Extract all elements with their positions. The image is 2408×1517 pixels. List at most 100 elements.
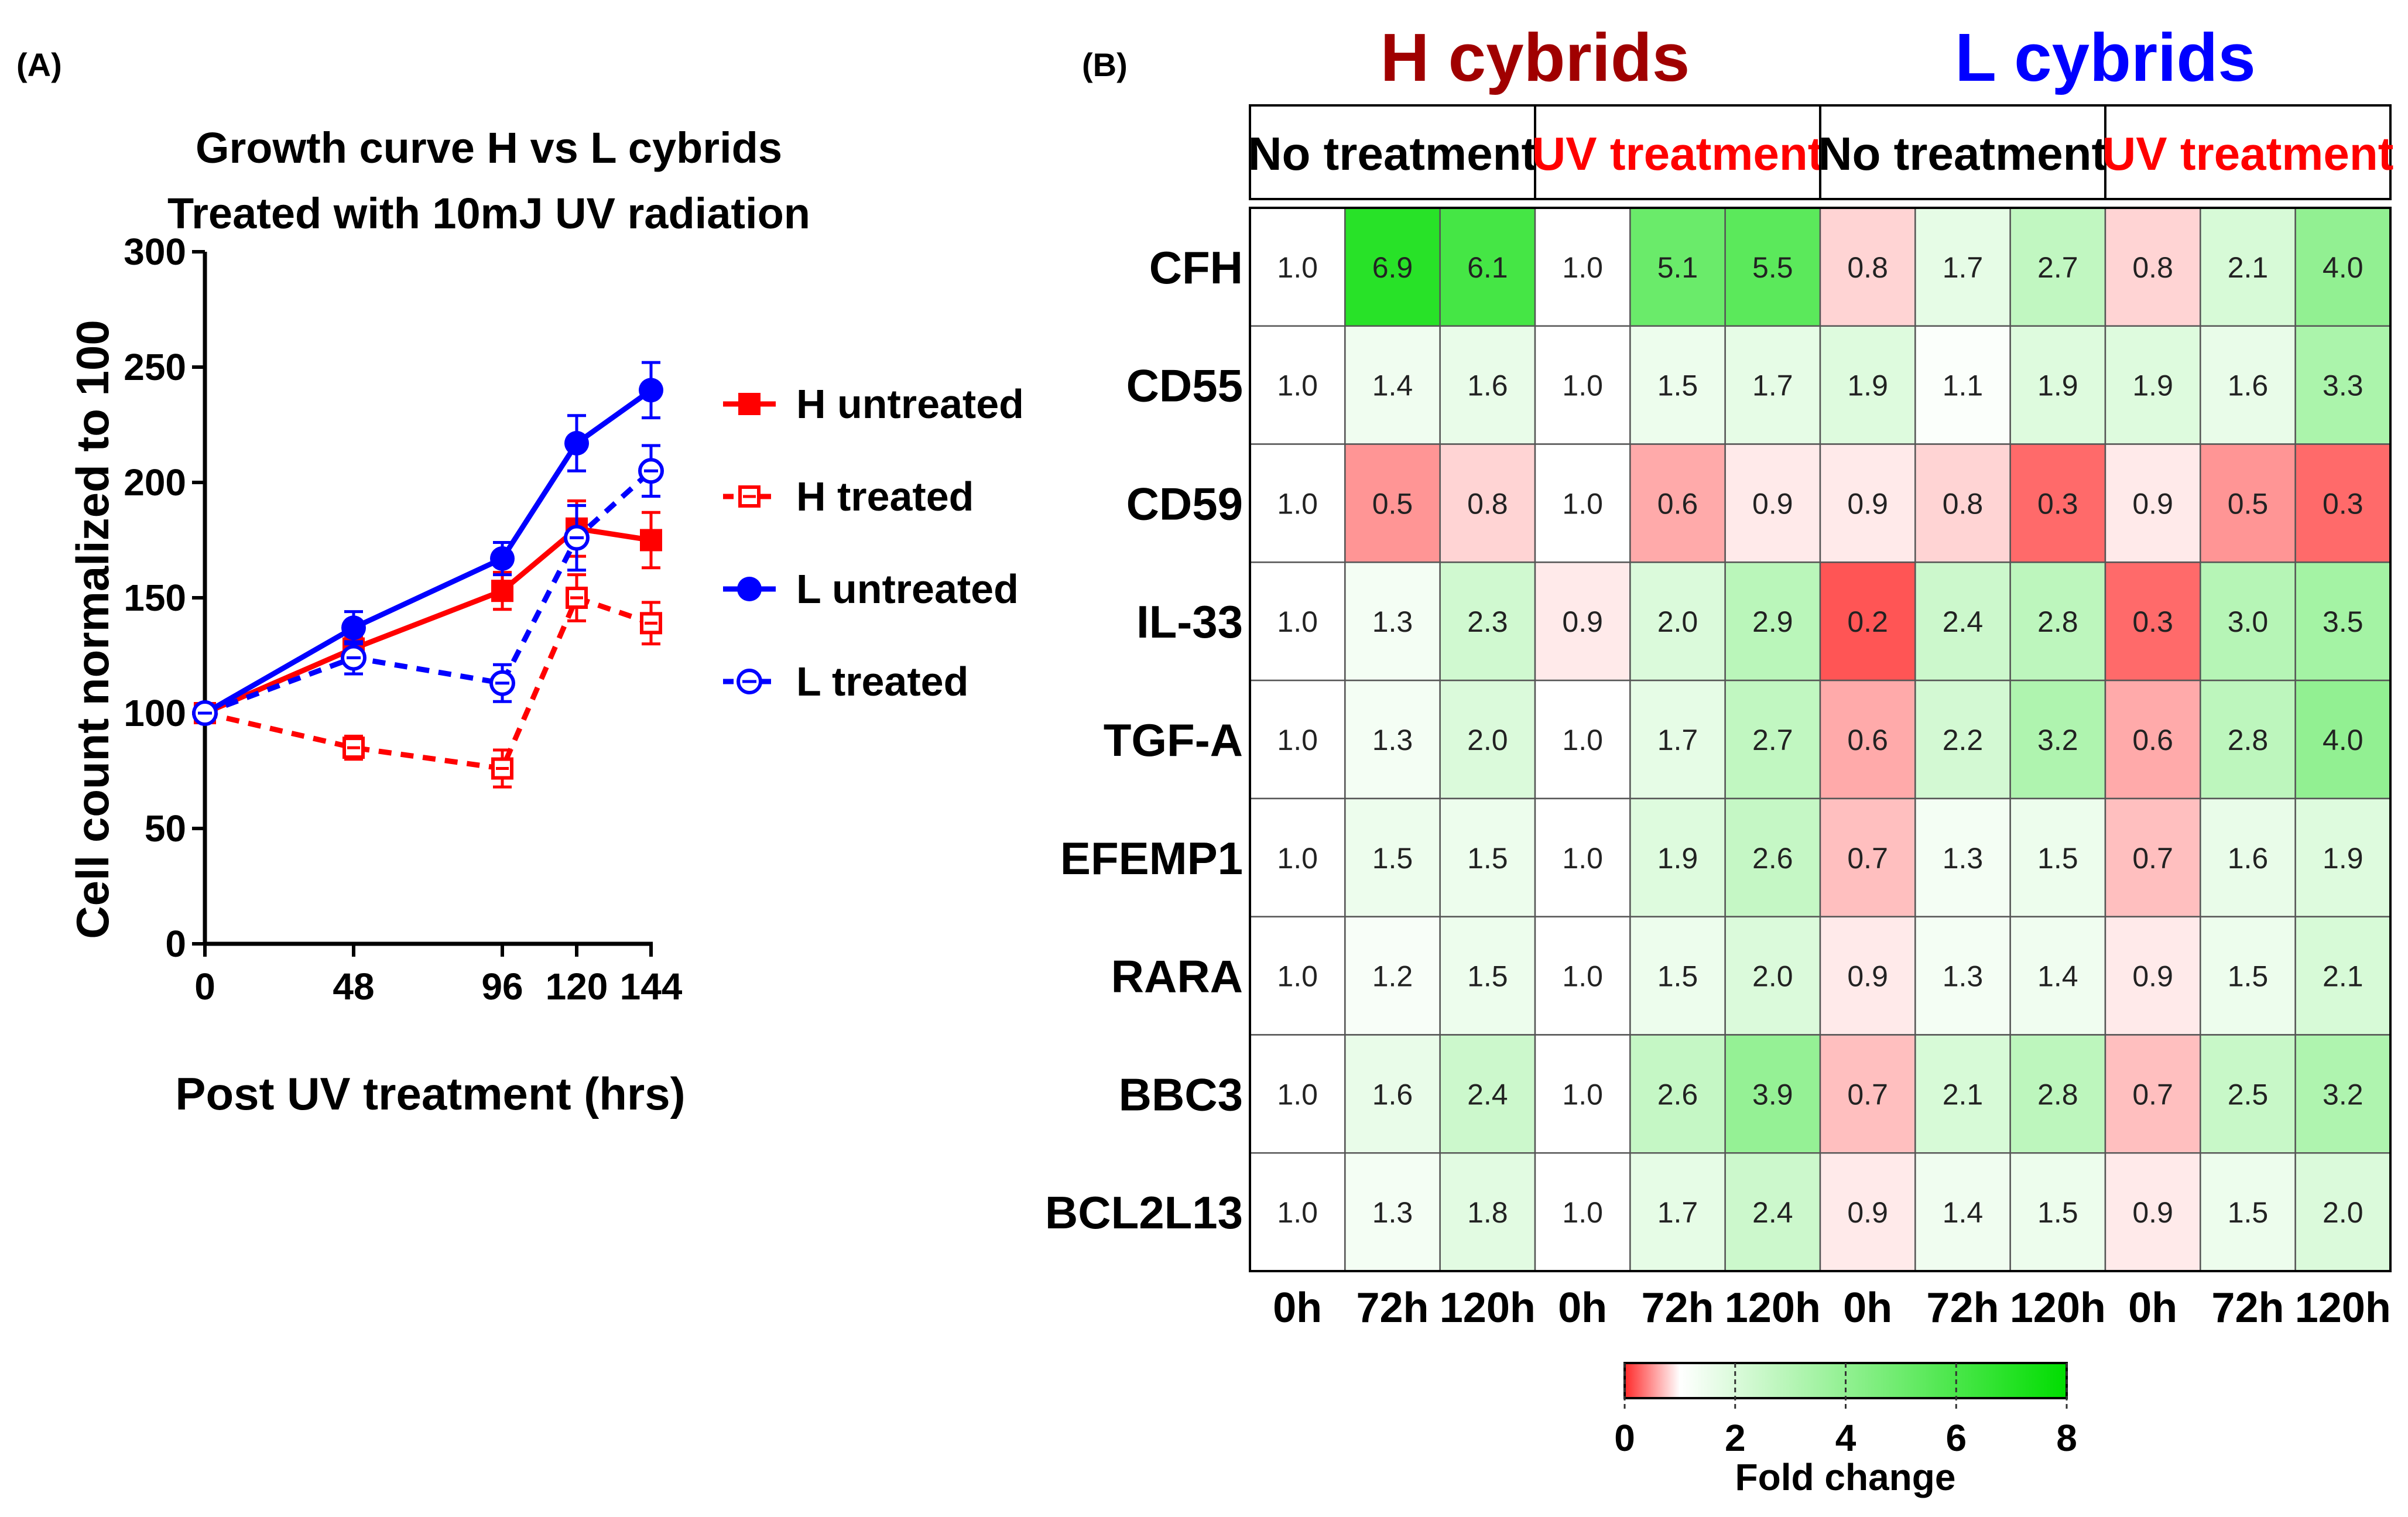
heatmap-cell [2104,1034,2201,1154]
heatmap-cell [1629,1034,1726,1154]
heatmap-cell [1914,325,2011,445]
heatmap-cell [1819,1152,1916,1272]
column-label: 120h [2295,1285,2391,1331]
heatmap-cell-value: 0.8 [1943,487,1984,520]
x-tick-label: 144 [620,965,683,1008]
heatmap-cell [2200,1034,2296,1154]
row-label: CFH [1149,242,1243,293]
heatmap-cell-value: 1.5 [1467,960,1508,993]
colorbar-tick-label: 0 [1614,1417,1635,1459]
heatmap-cell-value: 1.3 [1372,724,1413,756]
heatmap-cell-value: 1.6 [1372,1078,1413,1111]
heatmap-cell [2104,443,2201,563]
heatmap-cell-value: 1.3 [1943,842,1984,875]
heatmap-cell [1819,207,1916,327]
series-h-treated [194,573,662,789]
heatmap-cell-value: 0.7 [2132,1078,2173,1111]
heatmap-cell [1344,679,1441,800]
heatmap-cell [1534,561,1631,682]
heatmap-cell [1439,325,1536,445]
heatmap-cell [1629,1152,1726,1272]
heatmap-cell-value: 2.9 [1752,605,1793,638]
group-header: L cybrids [1955,19,2256,95]
heatmap-cell-value: 1.9 [2323,842,2364,875]
y-tick-label: 300 [124,231,186,273]
heatmap-cell-value: 1.1 [1943,369,1984,402]
y-tick-label: 150 [124,577,186,619]
heatmap-cell-value: 3.5 [2323,605,2364,638]
series-l-treated [192,444,664,726]
heatmap-cell-value: 2.6 [1657,1078,1698,1111]
heatmap-cell-value: 0.9 [2132,487,2173,520]
heatmap-cell-value: 1.5 [1657,960,1698,993]
heatmap-cell [1439,679,1536,800]
y-tick-label: 200 [124,461,186,504]
heatmap-cell [1249,797,1346,917]
heatmap-cell [2294,916,2392,1036]
heatmap-cell-value: 1.3 [1372,605,1413,638]
legend-label: L untreated [796,566,1019,612]
heatmap-cell-value: 2.7 [2037,251,2078,284]
heatmap-cell-value: 1.4 [1943,1196,1984,1229]
heatmap-cell [1344,1034,1441,1154]
heatmap-cell-value: 0.3 [2037,487,2078,520]
heatmap-cell-value: 3.0 [2228,605,2269,638]
heatmap-cell-value: 1.7 [1943,251,1984,284]
heatmap-cell-value: 1.0 [1562,724,1603,756]
heatmap-cell [2294,561,2392,682]
heatmap-cell-value: 0.9 [1562,605,1603,638]
heatmap-cell [1439,1034,1536,1154]
heatmap-cell-value: 0.7 [1847,1078,1888,1111]
heatmap-cell [2294,325,2392,445]
data-point [491,580,513,602]
heatmap-cell-value: 1.3 [1372,1196,1413,1229]
heatmap-cell-value: 0.6 [2132,724,2173,756]
column-label: 0h [1558,1285,1607,1331]
heatmap-cell-value: 4.0 [2323,724,2364,756]
heatmap-cell-value: 0.8 [1467,487,1508,520]
y-tick-label: 50 [145,807,186,850]
series-h-untreated [194,499,662,724]
heatmap-cell [1534,325,1631,445]
heatmap-cell-value: 0.9 [2132,1196,2173,1229]
legend-item: L untreated [723,566,1019,612]
row-label: EFEMP1 [1060,833,1243,884]
heatmap-cell-value: 2.8 [2037,1078,2078,1111]
heatmap-cell-value: 2.1 [2323,960,2364,993]
condition-header-box [1533,104,1821,200]
heatmap-cell-value: 2.4 [1752,1196,1793,1229]
column-label: 72h [1926,1285,1999,1331]
data-point [564,431,589,456]
heatmap-cell-value: 6.9 [1372,251,1413,284]
heatmap-cell-value: 4.0 [2323,251,2364,284]
heatmap-cell-value: 0.2 [1847,605,1888,638]
column-label: 120h [1440,1285,1536,1331]
heatmap-cell-value: 6.1 [1467,251,1508,284]
heatmap-cell [2009,207,2106,327]
heatmap-cell-value: 1.0 [1277,487,1318,520]
data-point [490,546,515,571]
heatmap-cell-value: 2.8 [2228,724,2269,756]
row-label: TGF-A [1104,714,1243,766]
column-label: 120h [2010,1285,2106,1331]
row-label: CD55 [1126,360,1243,412]
heatmap-cell-value: 1.7 [1657,724,1698,756]
heatmap-cell [2200,207,2296,327]
heatmap-cell [2200,325,2296,445]
heatmap-cell-value: 1.5 [2228,1196,2269,1229]
heatmap-cell [2009,797,2106,917]
heatmap-cell-value: 0.3 [2132,605,2173,638]
x-tick-label: 120 [546,965,608,1008]
heatmap-cell [1724,207,1821,327]
heatmap-cell [1344,916,1441,1036]
heatmap-cell [1249,1152,1346,1272]
heatmap-cell-value: 1.5 [2037,1196,2078,1229]
legend-item: L treated [723,659,968,704]
heatmap-cell [1914,443,2011,563]
heatmap-cell [1344,561,1441,682]
colorbar-tick-label: 8 [2056,1417,2077,1459]
y-tick-label: 100 [124,692,186,734]
heatmap-cell [1914,916,2011,1036]
x-tick-label: 0 [194,965,215,1008]
